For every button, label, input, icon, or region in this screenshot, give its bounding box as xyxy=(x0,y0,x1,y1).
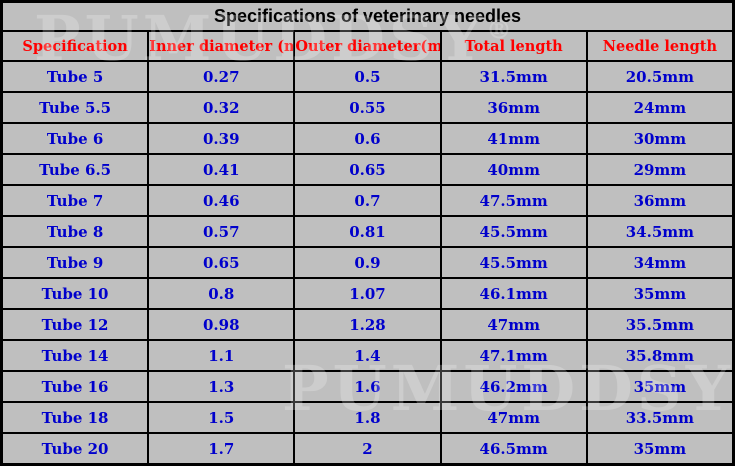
cell-specification: Tube 8 xyxy=(3,217,148,246)
cell-inner-diameter: 0.57 xyxy=(149,217,294,246)
cell-inner-diameter: 0.39 xyxy=(149,124,294,153)
table-row: Tube 9 0.65 0.9 45.5mm 34mm xyxy=(3,248,732,277)
cell-outer-diameter: 2 xyxy=(295,434,440,463)
cell-total-length: 40mm xyxy=(441,155,586,184)
cell-needle-length: 33.5mm xyxy=(587,403,732,432)
cell-needle-length: 35mm xyxy=(587,434,732,463)
table-row: Tube 12 0.98 1.28 47mm 35.5mm xyxy=(3,310,732,339)
cell-needle-length: 35.8mm xyxy=(587,341,732,370)
cell-needle-length: 30mm xyxy=(587,124,732,153)
cell-inner-diameter: 1.3 xyxy=(149,372,294,401)
column-header-needle-length: Needle length xyxy=(587,32,732,60)
cell-specification: Tube 6 xyxy=(3,124,148,153)
cell-specification: Tube 9 xyxy=(3,248,148,277)
cell-outer-diameter: 1.07 xyxy=(295,279,440,308)
cell-total-length: 45.5mm xyxy=(441,248,586,277)
table-body: Tube 5 0.27 0.5 31.5mm 20.5mm Tube 5.5 0.32 0.5… xyxy=(3,62,732,463)
table-row: Tube 6.5 0.41 0.65 40mm 29mm xyxy=(3,155,732,184)
table-row: Tube 16 1.3 1.6 46.2mm 35mm xyxy=(3,372,732,401)
table-row: Tube 8 0.57 0.81 45.5mm 34.5mm xyxy=(3,217,732,246)
cell-total-length: 46.1mm xyxy=(441,279,586,308)
cell-inner-diameter: 1.7 xyxy=(149,434,294,463)
table-row: Tube 14 1.1 1.4 47.1mm 35.8mm xyxy=(3,341,732,370)
cell-inner-diameter: 0.46 xyxy=(149,186,294,215)
cell-needle-length: 35mm xyxy=(587,372,732,401)
cell-needle-length: 34mm xyxy=(587,248,732,277)
cell-needle-length: 34.5mm xyxy=(587,217,732,246)
cell-needle-length: 35.5mm xyxy=(587,310,732,339)
cell-outer-diameter: 0.55 xyxy=(295,93,440,122)
table-row: Tube 18 1.5 1.8 47mm 33.5mm xyxy=(3,403,732,432)
cell-outer-diameter: 0.7 xyxy=(295,186,440,215)
cell-total-length: 47mm xyxy=(441,310,586,339)
cell-outer-diameter: 0.5 xyxy=(295,62,440,91)
table-title: Specifications of veterinary needles xyxy=(3,3,732,30)
cell-specification: Tube 6.5 xyxy=(3,155,148,184)
cell-outer-diameter: 0.81 xyxy=(295,217,440,246)
cell-inner-diameter: 0.41 xyxy=(149,155,294,184)
cell-outer-diameter: 0.9 xyxy=(295,248,440,277)
cell-needle-length: 29mm xyxy=(587,155,732,184)
cell-total-length: 36mm xyxy=(441,93,586,122)
cell-specification: Tube 16 xyxy=(3,372,148,401)
cell-specification: Tube 5.5 xyxy=(3,93,148,122)
cell-inner-diameter: 0.98 xyxy=(149,310,294,339)
table-row: Tube 10 0.8 1.07 46.1mm 35mm xyxy=(3,279,732,308)
cell-total-length: 41mm xyxy=(441,124,586,153)
cell-total-length: 47.1mm xyxy=(441,341,586,370)
cell-needle-length: 35mm xyxy=(587,279,732,308)
cell-outer-diameter: 0.65 xyxy=(295,155,440,184)
cell-specification: Tube 10 xyxy=(3,279,148,308)
cell-outer-diameter: 1.28 xyxy=(295,310,440,339)
cell-inner-diameter: 0.32 xyxy=(149,93,294,122)
cell-inner-diameter: 0.27 xyxy=(149,62,294,91)
cell-inner-diameter: 1.1 xyxy=(149,341,294,370)
cell-outer-diameter: 1.8 xyxy=(295,403,440,432)
cell-total-length: 45.5mm xyxy=(441,217,586,246)
table-row: Tube 7 0.46 0.7 47.5mm 36mm xyxy=(3,186,732,215)
table-row: Tube 20 1.7 2 46.5mm 35mm xyxy=(3,434,732,463)
title-row: Specifications of veterinary needles xyxy=(3,3,732,30)
cell-total-length: 47mm xyxy=(441,403,586,432)
cell-total-length: 46.2mm xyxy=(441,372,586,401)
table-row: Tube 5 0.27 0.5 31.5mm 20.5mm xyxy=(3,62,732,91)
cell-specification: Tube 20 xyxy=(3,434,148,463)
cell-inner-diameter: 0.65 xyxy=(149,248,294,277)
cell-total-length: 46.5mm xyxy=(441,434,586,463)
cell-outer-diameter: 1.4 xyxy=(295,341,440,370)
table-row: Tube 6 0.39 0.6 41mm 30mm xyxy=(3,124,732,153)
cell-total-length: 47.5mm xyxy=(441,186,586,215)
cell-needle-length: 36mm xyxy=(587,186,732,215)
cell-outer-diameter: 1.6 xyxy=(295,372,440,401)
cell-total-length: 31.5mm xyxy=(441,62,586,91)
cell-outer-diameter: 0.6 xyxy=(295,124,440,153)
table-row: Tube 5.5 0.32 0.55 36mm 24mm xyxy=(3,93,732,122)
cell-specification: Tube 14 xyxy=(3,341,148,370)
cell-specification: Tube 12 xyxy=(3,310,148,339)
cell-specification: Tube 18 xyxy=(3,403,148,432)
cell-needle-length: 24mm xyxy=(587,93,732,122)
column-header-total-length: Total length xyxy=(441,32,586,60)
cell-inner-diameter: 0.8 xyxy=(149,279,294,308)
cell-specification: Tube 7 xyxy=(3,186,148,215)
cell-needle-length: 20.5mm xyxy=(587,62,732,91)
cell-inner-diameter: 1.5 xyxy=(149,403,294,432)
column-header-specification: Specification xyxy=(3,32,148,60)
column-header-outer-diameter: Outer diameter(mm) xyxy=(295,32,440,60)
column-header-inner-diameter: Inner diameter (mm) xyxy=(149,32,294,60)
cell-specification: Tube 5 xyxy=(3,62,148,91)
